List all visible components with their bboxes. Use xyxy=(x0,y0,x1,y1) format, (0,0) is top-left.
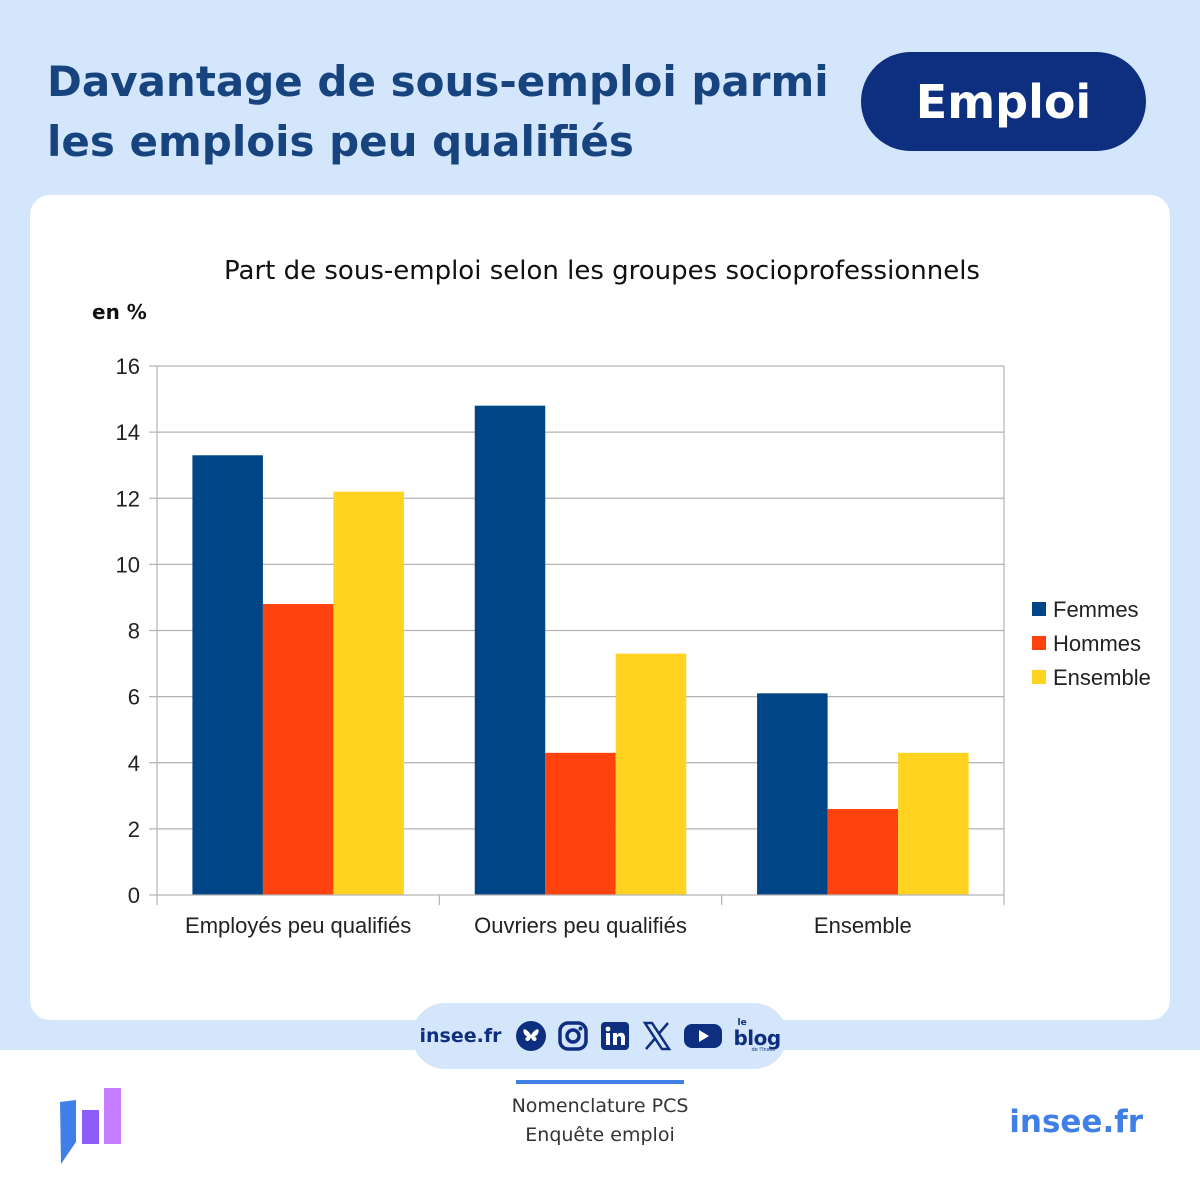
y-tick-label: 0 xyxy=(128,883,140,908)
source-note: Nomenclature PCS Enquête emploi xyxy=(400,1092,800,1150)
legend-label: Ensemble xyxy=(1053,665,1151,690)
source-line-1: Nomenclature PCS xyxy=(511,1095,689,1117)
category-badge[interactable]: Emploi xyxy=(861,52,1146,151)
y-tick-label: 16 xyxy=(116,354,140,379)
bar-hommes-3 xyxy=(827,809,899,895)
y-tick-label: 10 xyxy=(116,552,140,577)
y-tick-label: 6 xyxy=(128,685,140,710)
bar-ensemble-1 xyxy=(333,491,404,895)
source-divider xyxy=(516,1080,684,1084)
instagram-icon[interactable] xyxy=(557,1020,589,1052)
social-links-bar: insee.fr le blog de l'Insee xyxy=(412,1003,787,1069)
page-title: Davantage de sous-emploi parmi les emplo… xyxy=(47,57,829,166)
blog-icon[interactable]: le blog de l'Insee xyxy=(733,1018,781,1053)
x-tick-label: Ensemble xyxy=(814,913,912,938)
bar-hommes-1 xyxy=(262,604,334,895)
bar-femmes-1 xyxy=(192,455,263,895)
x-tick-label: Ouvriers peu qualifiés xyxy=(474,913,687,938)
bar-chart: Part de sous-emploi selon les groupes so… xyxy=(92,256,1151,938)
legend-swatch-hommes xyxy=(1032,636,1046,650)
legend-swatch-ensemble xyxy=(1032,670,1046,684)
youtube-icon[interactable] xyxy=(683,1020,723,1052)
bar-femmes-3 xyxy=(757,693,828,895)
linkedin-icon[interactable] xyxy=(599,1020,631,1052)
chart-title: Part de sous-emploi selon les groupes so… xyxy=(224,256,980,286)
x-tick-label: Employés peu qualifiés xyxy=(185,913,411,938)
y-tick-label: 12 xyxy=(116,486,140,511)
x-icon[interactable] xyxy=(641,1020,673,1052)
social-site-link[interactable]: insee.fr xyxy=(419,1025,502,1047)
insee-logo-icon xyxy=(60,1088,121,1164)
chart-card: Part de sous-emploi selon les groupes so… xyxy=(30,195,1170,1020)
bar-ensemble-2 xyxy=(615,653,687,895)
legend-swatch-femmes xyxy=(1032,602,1046,616)
y-tick-label: 8 xyxy=(128,619,140,644)
legend-label: Hommes xyxy=(1053,631,1141,656)
legend-label: Femmes xyxy=(1053,597,1139,622)
y-tick-label: 2 xyxy=(128,817,140,842)
bluesky-icon[interactable] xyxy=(515,1020,547,1052)
y-tick-label: 4 xyxy=(128,751,140,776)
source-line-2: Enquête emploi xyxy=(525,1124,675,1146)
bar-hommes-2 xyxy=(545,752,616,895)
bar-ensemble-3 xyxy=(898,752,969,895)
y-axis-unit-label: en % xyxy=(92,300,147,324)
insee-website-link[interactable]: insee.fr xyxy=(1009,1104,1143,1140)
y-tick-label: 14 xyxy=(116,420,140,445)
bar-femmes-2 xyxy=(474,405,546,895)
